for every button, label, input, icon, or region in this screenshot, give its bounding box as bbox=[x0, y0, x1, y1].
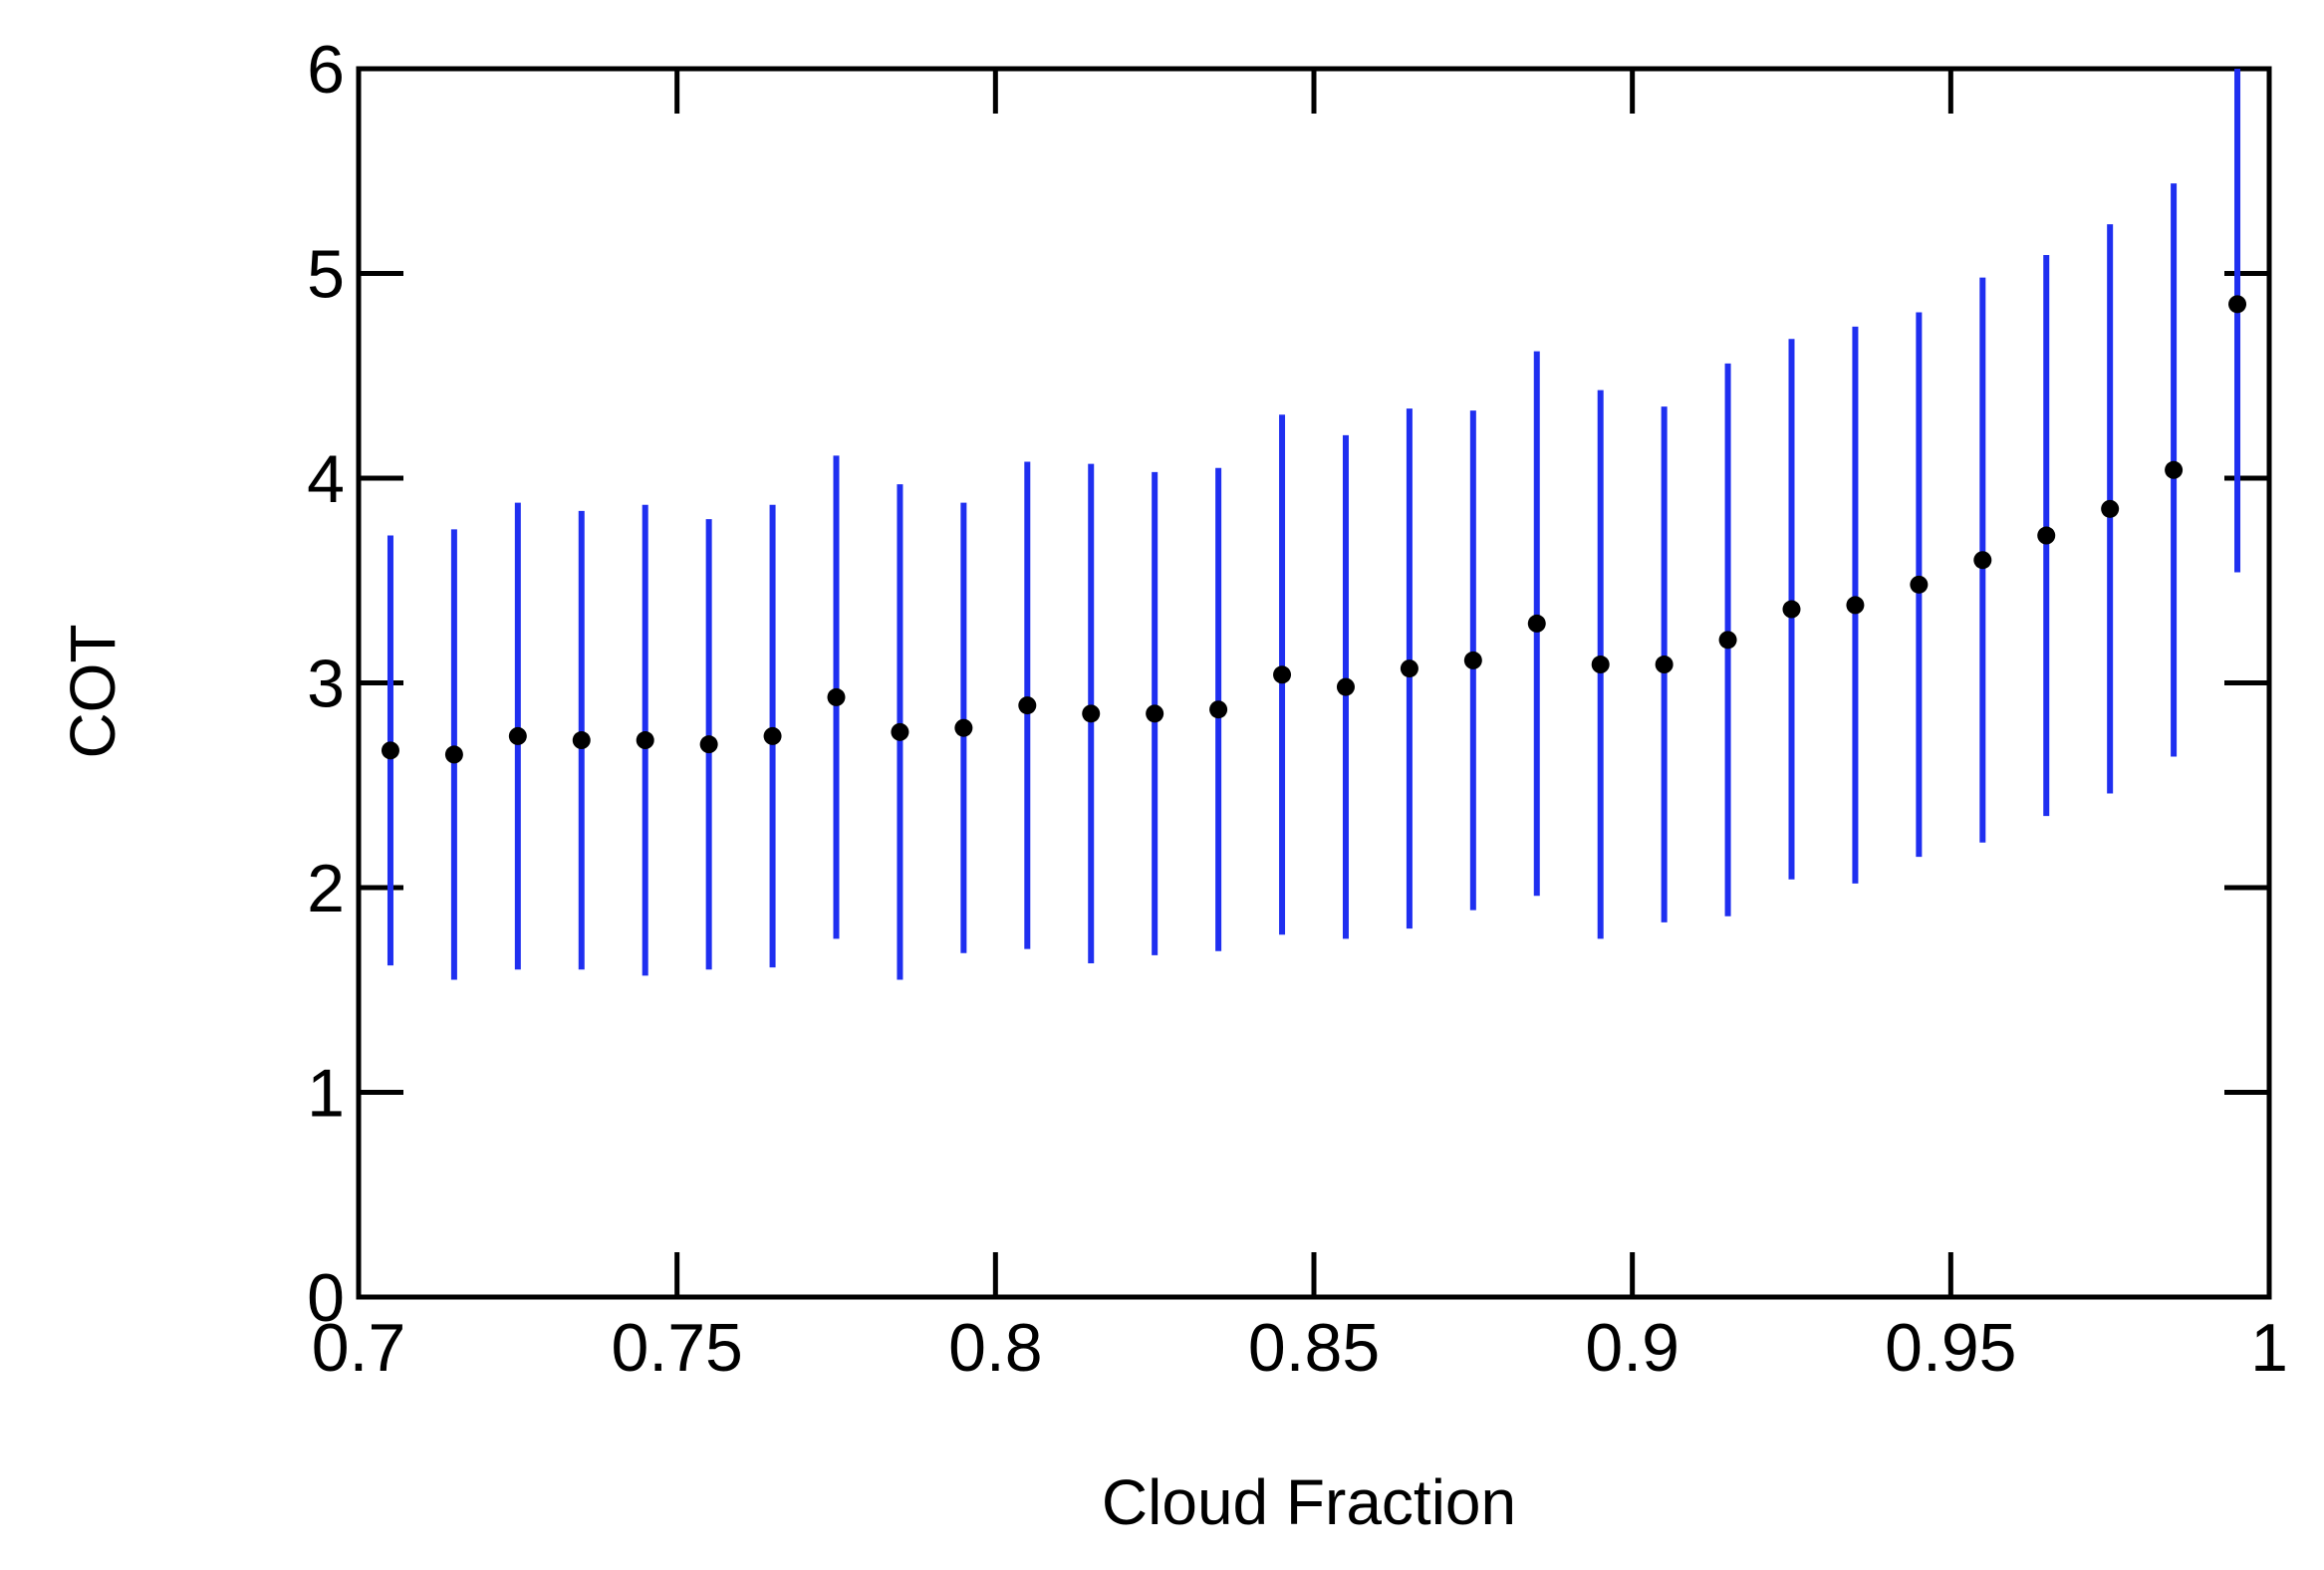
data-point bbox=[2037, 526, 2056, 545]
data-point bbox=[2101, 499, 2120, 518]
data-point bbox=[1591, 655, 1610, 674]
data-point bbox=[954, 718, 973, 737]
x-tick-label: 0.95 bbox=[1885, 1310, 2016, 1386]
x-tick-label: 0.7 bbox=[312, 1310, 406, 1386]
data-point bbox=[763, 726, 782, 745]
data-point bbox=[1273, 665, 1292, 684]
data-point bbox=[1082, 704, 1101, 723]
data-point bbox=[1846, 596, 1865, 615]
data-point bbox=[827, 687, 846, 706]
y-tick-label: 2 bbox=[307, 851, 345, 926]
y-tick-label: 4 bbox=[307, 441, 345, 517]
data-point bbox=[1336, 677, 1355, 696]
data-point bbox=[1146, 704, 1164, 723]
y-tick-label: 0 bbox=[307, 1260, 345, 1336]
x-tick-label: 0.85 bbox=[1248, 1310, 1380, 1386]
plot-frame bbox=[356, 66, 2272, 1300]
data-point bbox=[2228, 295, 2247, 314]
y-tick-label: 1 bbox=[307, 1056, 345, 1132]
data-point bbox=[572, 731, 591, 750]
data-point bbox=[1782, 600, 1801, 619]
data-point bbox=[636, 731, 654, 750]
y-tick-label: 5 bbox=[307, 237, 345, 313]
data-point bbox=[891, 722, 909, 741]
x-tick-label: 0.75 bbox=[611, 1310, 742, 1386]
data-point bbox=[2165, 460, 2184, 479]
data-point bbox=[699, 735, 718, 754]
data-point bbox=[1209, 700, 1228, 719]
x-axis-title: Cloud Fraction bbox=[1102, 1466, 1516, 1538]
data-point bbox=[1463, 651, 1482, 669]
data-point bbox=[1718, 631, 1737, 650]
x-tick-label: 1 bbox=[2250, 1310, 2288, 1386]
data-point bbox=[1018, 696, 1037, 715]
data-point bbox=[381, 741, 399, 760]
y-axis-title: COT bbox=[57, 624, 129, 758]
x-tick-label: 0.9 bbox=[1585, 1310, 1679, 1386]
y-tick-label: 6 bbox=[307, 32, 345, 108]
data-point bbox=[1655, 655, 1674, 674]
x-tick-label: 0.8 bbox=[948, 1310, 1043, 1386]
data-point bbox=[1910, 575, 1929, 594]
y-tick-label: 3 bbox=[307, 647, 345, 722]
data-point bbox=[1400, 659, 1419, 678]
data-point bbox=[1527, 614, 1546, 633]
data-point bbox=[444, 745, 463, 764]
data-point bbox=[1973, 551, 1992, 570]
data-point bbox=[508, 726, 527, 745]
